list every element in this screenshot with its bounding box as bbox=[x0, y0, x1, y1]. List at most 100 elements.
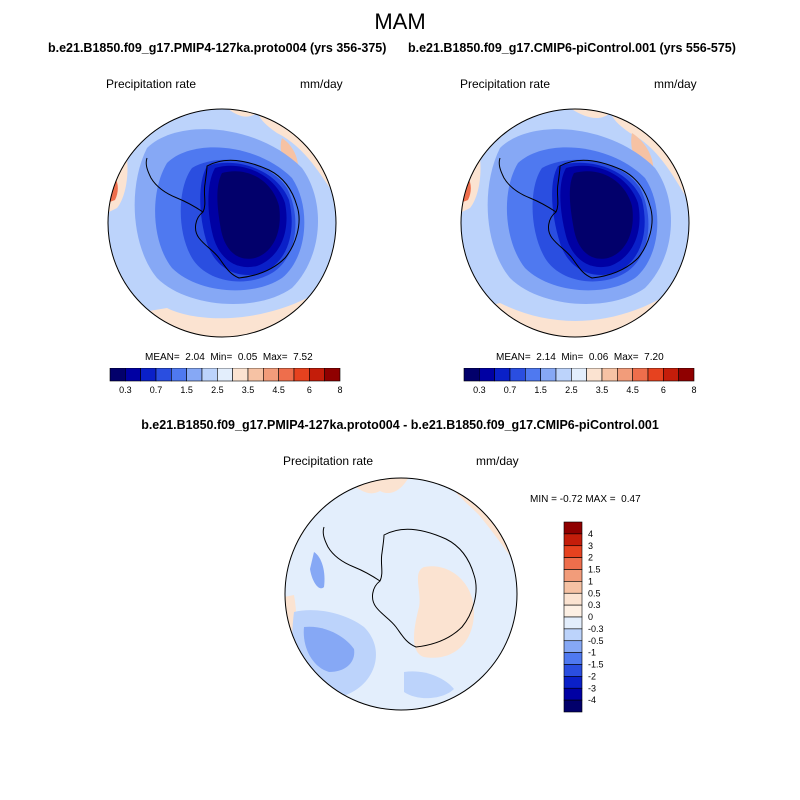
colorbar-tick-label: 0.3 bbox=[588, 600, 601, 610]
panel-1-dry-core bbox=[217, 171, 280, 259]
panel-3-title: b.e21.B1850.f09_g17.PMIP4-127ka.proto004… bbox=[141, 418, 659, 432]
panel-3-wet-patch-s bbox=[404, 671, 454, 699]
colorbar-tick-label: 1.5 bbox=[180, 385, 193, 395]
colorbar-swatch bbox=[309, 368, 325, 382]
colorbar-swatch bbox=[563, 652, 583, 665]
colorbar-swatch bbox=[663, 368, 679, 382]
figure-title: MAM bbox=[374, 9, 426, 34]
colorbar-swatch bbox=[586, 368, 603, 382]
colorbar-swatch bbox=[563, 699, 583, 713]
colorbar-swatch bbox=[109, 368, 126, 382]
colorbar-tick-label: 4.5 bbox=[626, 385, 639, 395]
colorbar-swatch bbox=[278, 368, 295, 382]
colorbar-tick-label: 0.7 bbox=[504, 385, 517, 395]
colorbar-tick-label: 3.5 bbox=[596, 385, 609, 395]
colorbar-swatch bbox=[571, 368, 587, 382]
colorbar-tick-label: 0.7 bbox=[150, 385, 163, 395]
panel-3-wet-patch-w bbox=[310, 552, 325, 589]
colorbar-swatch bbox=[479, 368, 495, 382]
colorbar-tick-label: 2.5 bbox=[211, 385, 224, 395]
colorbar-swatch bbox=[563, 569, 583, 582]
panel-2-title: b.e21.B1850.f09_g17.CMIP6-piControl.001 … bbox=[408, 41, 736, 55]
panel-1-title: b.e21.B1850.f09_g17.PMIP4-127ka.proto004… bbox=[48, 41, 387, 55]
panel-2-units: mm/day bbox=[654, 77, 697, 91]
colorbar-swatch bbox=[617, 368, 633, 382]
panel-1-variable: Precipitation rate bbox=[106, 77, 197, 91]
colorbar-swatch bbox=[140, 368, 157, 382]
colorbar-tick-label: -4 bbox=[588, 695, 596, 705]
colorbar-tick-label: 1.5 bbox=[588, 565, 601, 575]
panel-1-coastline bbox=[145, 157, 300, 279]
colorbar-tick-label: 4 bbox=[588, 529, 593, 539]
panel-2-stats: MEAN= 2.14 Min= 0.06 Max= 7.20 bbox=[496, 352, 664, 363]
colorbar-tick-label: 0.3 bbox=[119, 385, 132, 395]
colorbar-swatch bbox=[563, 640, 583, 653]
colorbar-tick-label: -0.3 bbox=[588, 624, 604, 634]
panel-1-colorbar: 0.3 0.7 1.5 2.5 3.5 4.5 6 8 bbox=[109, 368, 343, 395]
colorbar-swatch bbox=[632, 368, 649, 382]
colorbar-swatch bbox=[324, 368, 341, 382]
panel-3-warm-patch-e bbox=[414, 566, 474, 658]
panel-1-stats: MEAN= 2.04 Min= 0.05 Max= 7.52 bbox=[145, 352, 313, 363]
colorbar-swatch bbox=[563, 664, 583, 677]
panel-2-variable: Precipitation rate bbox=[460, 77, 551, 91]
colorbar-tick-label: -0.5 bbox=[588, 636, 604, 646]
panel-2-coastline bbox=[498, 157, 653, 279]
colorbar-swatch bbox=[563, 616, 583, 630]
colorbar-tick-label: 1 bbox=[588, 576, 593, 586]
panel-2-dry-core bbox=[569, 171, 633, 259]
colorbar-swatch bbox=[540, 368, 557, 382]
colorbar-tick-label: -3 bbox=[588, 683, 596, 693]
colorbar-swatch bbox=[494, 368, 511, 382]
colorbar-swatch bbox=[463, 368, 480, 382]
colorbar-tick-label: 6 bbox=[307, 385, 312, 395]
colorbar-swatch bbox=[263, 368, 279, 382]
colorbar-tick-label: 3 bbox=[588, 541, 593, 551]
panel-1-map bbox=[107, 108, 337, 338]
colorbar-swatch bbox=[217, 368, 233, 382]
colorbar-swatch bbox=[601, 368, 618, 382]
colorbar-swatch bbox=[563, 581, 583, 594]
colorbar-swatch bbox=[201, 368, 218, 382]
panel-2-map bbox=[460, 108, 690, 338]
colorbar-tick-label: 0 bbox=[588, 612, 593, 622]
panel-3-variable: Precipitation rate bbox=[283, 454, 374, 468]
panel-3-coastline bbox=[322, 526, 477, 648]
colorbar-swatch bbox=[563, 533, 583, 547]
colorbar-swatch bbox=[247, 368, 264, 382]
colorbar-tick-label: 0.5 bbox=[588, 588, 601, 598]
colorbar-swatch bbox=[525, 368, 541, 382]
colorbar-tick-label: 2 bbox=[588, 553, 593, 563]
colorbar-swatch bbox=[171, 368, 187, 382]
panel-3-colorbar: 4 3 2 1.51 0.5 0.3 0 -0.3 -0.5 -1 -1.5-2 -3 -4 bbox=[563, 521, 604, 713]
colorbar-swatch bbox=[563, 545, 583, 558]
colorbar-tick-label: -2 bbox=[588, 671, 596, 681]
panel-1-units: mm/day bbox=[300, 77, 343, 91]
panel-3-wet-patch-sw2 bbox=[303, 626, 355, 672]
colorbar-tick-label: 8 bbox=[691, 385, 696, 395]
colorbar-swatch bbox=[125, 368, 141, 382]
colorbar-tick-label: 0.3 bbox=[473, 385, 486, 395]
colorbar-swatch bbox=[155, 368, 172, 382]
colorbar-swatch bbox=[232, 368, 249, 382]
colorbar-tick-label: 1.5 bbox=[534, 385, 547, 395]
colorbar-swatch bbox=[563, 628, 583, 642]
colorbar-swatch bbox=[563, 521, 583, 535]
colorbar-swatch bbox=[563, 557, 583, 570]
colorbar-tick-label: 6 bbox=[661, 385, 666, 395]
panel-3-stats: MIN = -0.72 MAX = 0.47 bbox=[530, 494, 641, 505]
panel-3-map bbox=[284, 477, 518, 711]
colorbar-swatch bbox=[563, 592, 583, 606]
colorbar-tick-label: 2.5 bbox=[565, 385, 578, 395]
panel-2-colorbar: 0.3 0.7 1.5 2.5 3.5 4.5 6 8 bbox=[463, 368, 697, 395]
colorbar-tick-label: -1 bbox=[588, 648, 596, 658]
colorbar-swatch bbox=[563, 676, 583, 689]
colorbar-swatch bbox=[563, 687, 583, 701]
colorbar-tick-label: 4.5 bbox=[272, 385, 285, 395]
colorbar-swatch bbox=[555, 368, 572, 382]
colorbar-tick-label: -1.5 bbox=[588, 660, 604, 670]
colorbar-tick-label: 8 bbox=[337, 385, 342, 395]
panel-3-units: mm/day bbox=[476, 454, 519, 468]
colorbar-swatch bbox=[293, 368, 310, 382]
colorbar-swatch bbox=[678, 368, 695, 382]
